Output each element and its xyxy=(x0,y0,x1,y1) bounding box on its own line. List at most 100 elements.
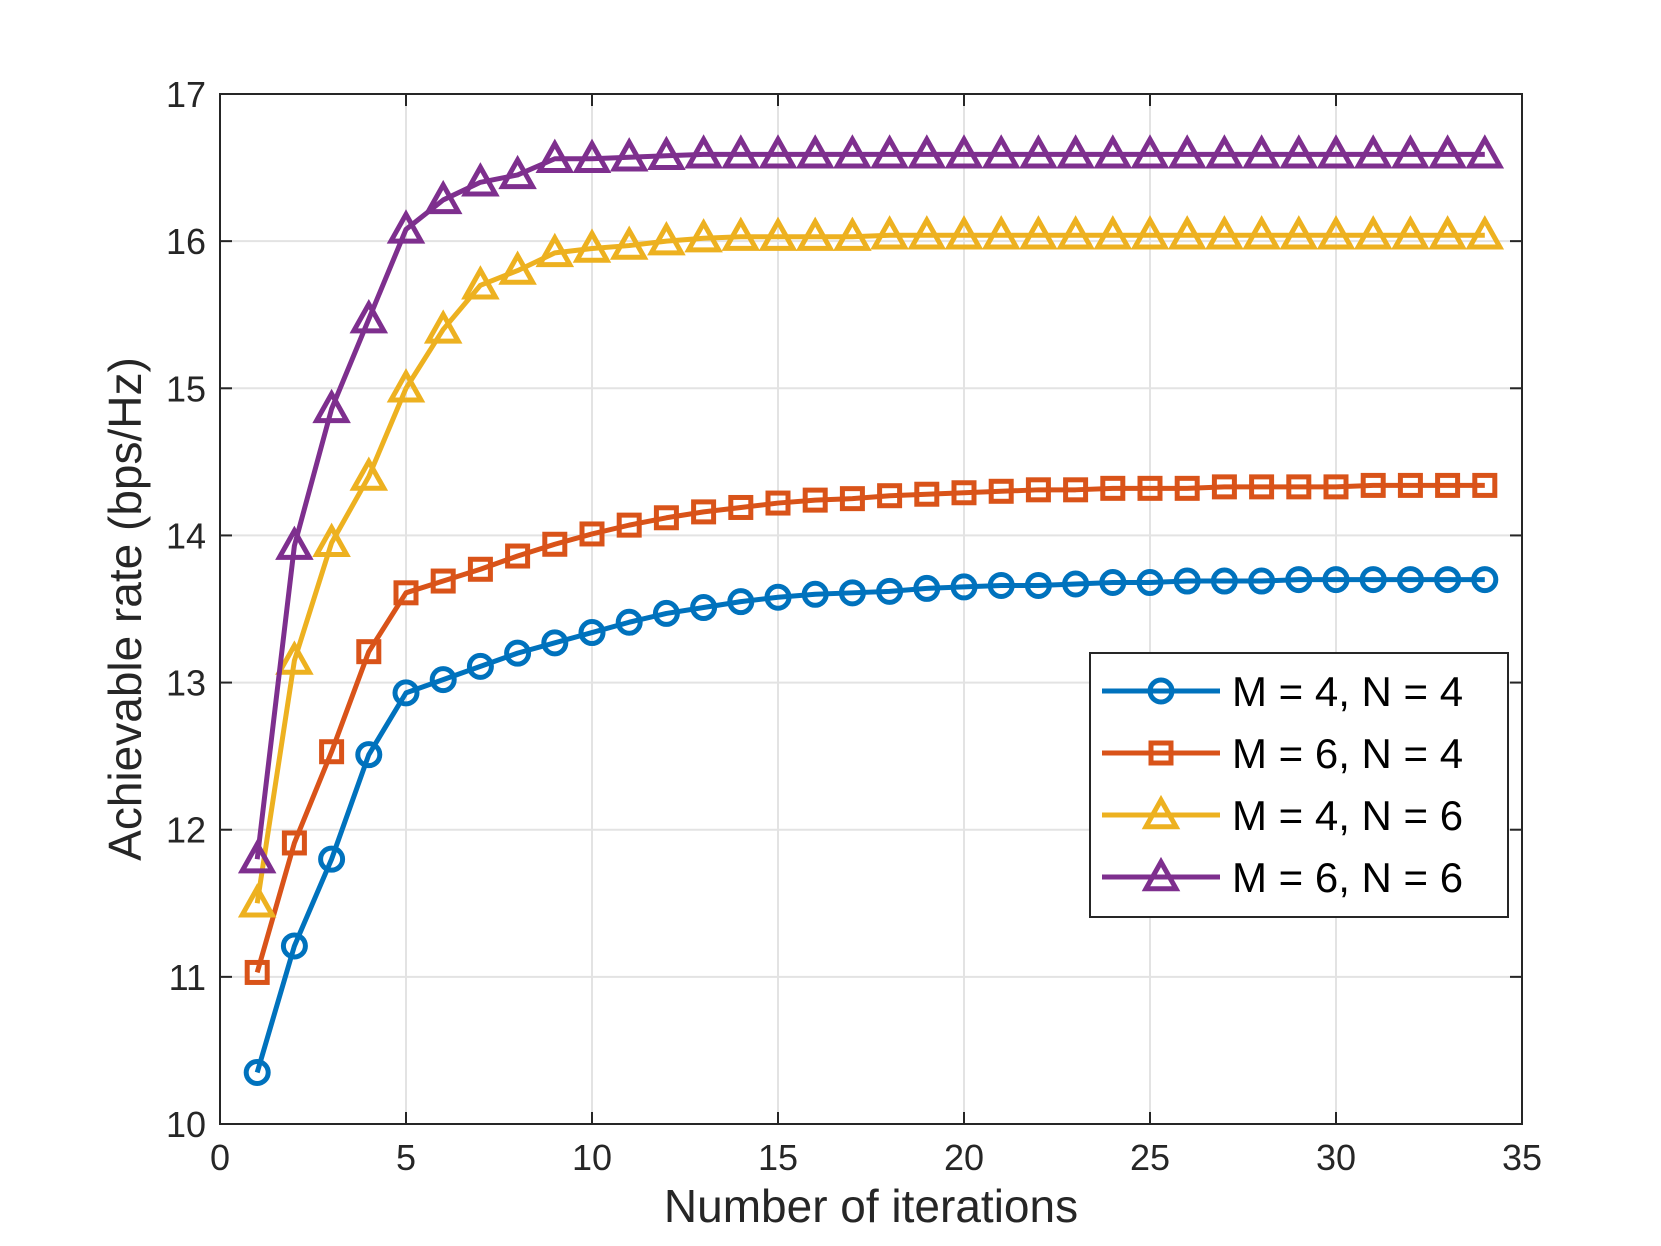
data-point xyxy=(355,741,383,769)
data-point xyxy=(764,583,792,611)
data-point xyxy=(616,512,642,538)
data-point xyxy=(950,573,978,601)
data-point xyxy=(1285,566,1313,594)
data-point xyxy=(579,521,605,547)
y-tick-label: 12 xyxy=(166,810,206,851)
data-point xyxy=(987,571,1015,599)
data-point xyxy=(876,577,904,605)
data-point xyxy=(1093,134,1133,169)
data-point xyxy=(1056,215,1095,250)
data-point xyxy=(1428,134,1467,169)
data-point xyxy=(237,839,277,874)
data-point xyxy=(1019,134,1058,169)
data-point xyxy=(1100,475,1126,501)
legend-item: M = 6, N = 4 xyxy=(1102,730,1463,777)
plot-area xyxy=(220,94,1522,1124)
data-point xyxy=(1286,474,1312,500)
data-point xyxy=(951,480,977,506)
data-point xyxy=(877,483,903,509)
data-point xyxy=(1465,215,1505,250)
data-point xyxy=(684,134,723,169)
data-point xyxy=(1391,134,1430,169)
data-point xyxy=(1396,566,1424,594)
series-3 xyxy=(237,215,1505,918)
data-point xyxy=(981,134,1021,169)
legend-label: M = 6, N = 6 xyxy=(1232,854,1463,901)
data-point xyxy=(1136,569,1164,597)
legend-label: M = 4, N = 6 xyxy=(1232,792,1463,839)
data-point xyxy=(237,883,277,918)
data-point xyxy=(1056,134,1095,169)
data-point xyxy=(615,608,643,636)
data-point xyxy=(498,154,537,190)
data-point xyxy=(1130,134,1170,169)
x-tick-label: 25 xyxy=(1130,1137,1170,1178)
series-line xyxy=(254,482,1485,974)
data-point xyxy=(1428,215,1467,250)
data-point xyxy=(1316,215,1356,250)
data-point xyxy=(609,225,649,260)
data-point xyxy=(647,221,686,256)
data-point xyxy=(870,215,909,250)
data-point xyxy=(578,619,606,647)
y-tick-label: 16 xyxy=(166,221,206,262)
data-point xyxy=(1359,566,1387,594)
data-point xyxy=(393,580,419,606)
data-point xyxy=(721,216,761,251)
data-point xyxy=(318,845,346,873)
data-point xyxy=(572,228,612,263)
data-point xyxy=(1249,474,1275,500)
legend-label: M = 6, N = 4 xyxy=(1232,730,1463,777)
data-point xyxy=(870,134,909,169)
data-point xyxy=(1242,215,1281,250)
data-point xyxy=(467,556,493,582)
data-point xyxy=(1093,215,1133,250)
data-point xyxy=(1360,472,1386,498)
legend-item: M = 4, N = 4 xyxy=(1102,668,1463,715)
data-point xyxy=(1279,134,1319,169)
data-point xyxy=(356,639,382,665)
data-point xyxy=(1391,215,1430,250)
data-point xyxy=(1205,134,1244,169)
data-point xyxy=(1174,475,1200,501)
data-point xyxy=(1137,475,1163,501)
data-point xyxy=(728,494,754,520)
legend-marker xyxy=(1141,794,1181,830)
data-point xyxy=(684,218,723,253)
data-point xyxy=(349,299,389,334)
data-point xyxy=(758,216,798,251)
data-point xyxy=(1167,134,1207,169)
data-point xyxy=(795,216,835,251)
data-point xyxy=(542,531,568,557)
data-point xyxy=(913,574,941,602)
data-point xyxy=(1353,134,1393,169)
data-point xyxy=(386,368,426,403)
data-point xyxy=(1063,477,1089,503)
data-point xyxy=(1322,566,1350,594)
legend-label: M = 4, N = 4 xyxy=(1232,668,1463,715)
data-point xyxy=(429,666,457,694)
data-point xyxy=(1025,477,1051,503)
y-tick-label: 17 xyxy=(166,74,206,115)
data-point xyxy=(802,487,828,513)
data-point xyxy=(795,134,835,169)
data-point xyxy=(1173,567,1201,595)
legend-item: M = 4, N = 6 xyxy=(1102,792,1463,839)
data-point xyxy=(914,481,940,507)
data-point xyxy=(244,959,270,985)
x-tick-label: 15 xyxy=(758,1137,798,1178)
data-point xyxy=(1471,566,1499,594)
y-tick-label: 14 xyxy=(166,515,206,556)
data-point xyxy=(535,138,575,173)
data-point xyxy=(312,388,351,424)
y-tick-label: 13 xyxy=(166,663,206,704)
series-layer xyxy=(237,134,1505,1086)
data-point xyxy=(907,215,947,250)
data-point xyxy=(466,652,494,680)
data-point xyxy=(691,499,717,525)
data-point xyxy=(1062,570,1090,598)
data-point xyxy=(1205,215,1244,250)
data-point xyxy=(1167,215,1207,250)
data-point xyxy=(572,138,612,173)
